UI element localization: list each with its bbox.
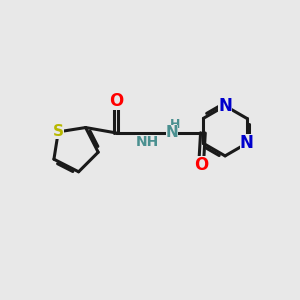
Text: N: N [166,125,178,140]
Text: O: O [194,156,208,174]
Text: N: N [218,97,232,115]
Text: O: O [109,92,123,110]
Text: NH: NH [135,135,159,149]
Text: N: N [240,134,254,152]
Text: H: H [170,118,181,131]
Text: S: S [53,124,64,140]
